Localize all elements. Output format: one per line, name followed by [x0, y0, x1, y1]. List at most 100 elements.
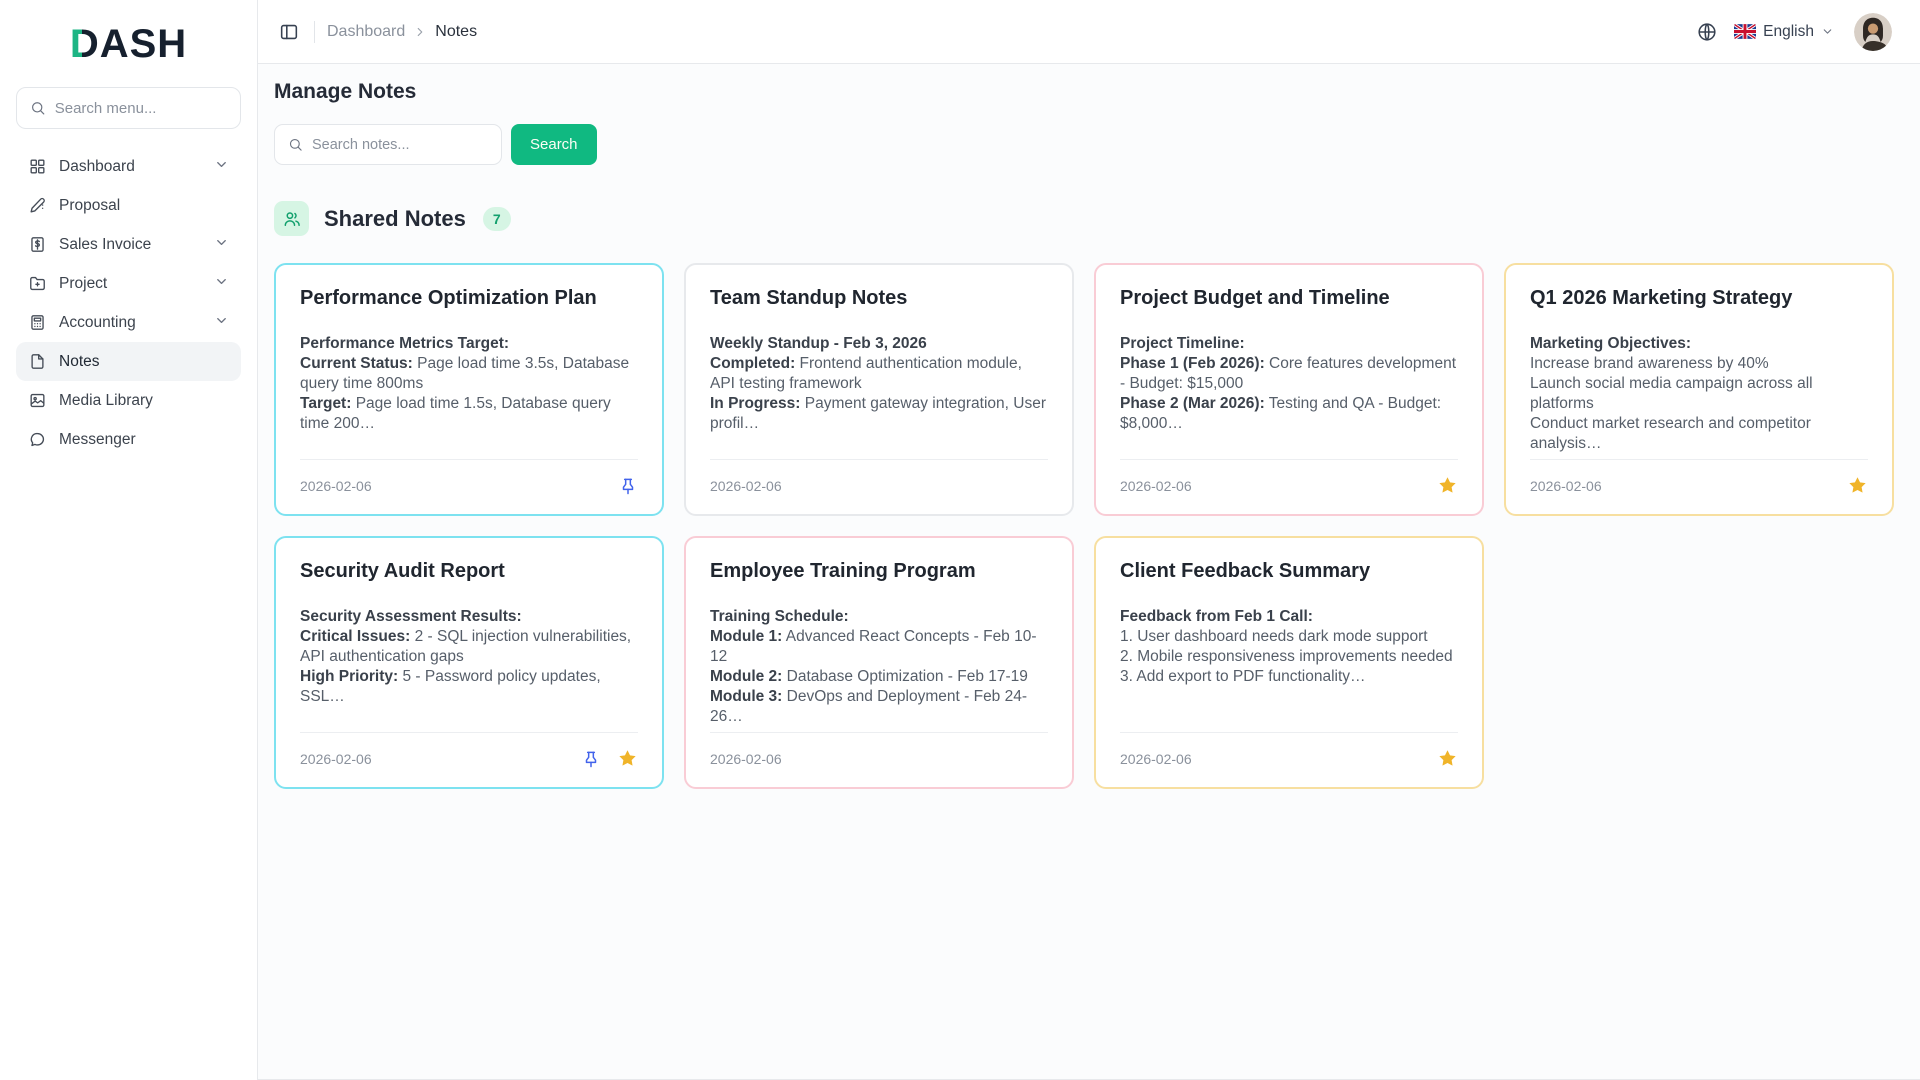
sidebar-item-sales-invoice[interactable]: Sales Invoice	[16, 225, 241, 264]
calculator-icon	[28, 313, 47, 332]
star-icon[interactable]	[617, 748, 638, 769]
content-area: Manage Notes Search Shared Notes 7 Perfo	[258, 64, 1920, 1080]
note-line: Marketing Objectives:	[1530, 335, 1692, 352]
chevron-down-icon	[214, 274, 229, 294]
note-footer: 2026-02-06	[710, 459, 1048, 500]
notes-search-box[interactable]	[274, 124, 502, 165]
chevron-down-icon	[1823, 29, 1832, 34]
sidebar-item-label: Messenger	[59, 430, 136, 448]
users-icon	[274, 201, 309, 236]
note-footer: 2026-02-06	[1120, 459, 1458, 500]
note-title: Security Audit Report	[300, 560, 505, 582]
note-title: Project Budget and Timeline	[1120, 287, 1390, 309]
star-icon[interactable]	[1437, 748, 1458, 769]
sidebar-item-proposal[interactable]: Proposal	[16, 186, 241, 225]
sidebar-item-label: Sales Invoice	[59, 235, 152, 253]
language-selector[interactable]: English	[1734, 23, 1834, 41]
notes-search-input[interactable]	[311, 136, 488, 153]
sidebar-item-label: Media Library	[59, 391, 153, 409]
note-card-team-standup-notes[interactable]: Team Standup Notes Weekly Standup - Feb …	[684, 263, 1074, 516]
chat-icon	[28, 430, 47, 449]
note-footer-icons	[581, 748, 638, 769]
note-title: Performance Optimization Plan	[300, 287, 597, 309]
search-button[interactable]: Search	[511, 124, 597, 165]
sidebar-item-dashboard[interactable]: Dashboard	[16, 147, 241, 186]
star-icon[interactable]	[1847, 475, 1868, 496]
topbar-right: English	[1694, 12, 1892, 51]
sidebar-item-messenger[interactable]: Messenger	[16, 420, 241, 459]
note-line: In Progress: Payment gateway integration…	[710, 395, 1046, 432]
note-line: Training Schedule:	[710, 608, 849, 625]
proposal-icon	[28, 196, 47, 215]
note-title: Employee Training Program	[710, 560, 976, 582]
sidebar-search[interactable]	[16, 87, 241, 129]
notes-grid: Performance Optimization Plan Performanc…	[274, 263, 1894, 789]
note-line: Feedback from Feb 1 Call:	[1120, 608, 1313, 625]
note-body: Feedback from Feb 1 Call: 1. User dashbo…	[1120, 607, 1458, 687]
logo-rest: ASH	[99, 22, 188, 66]
uk-flag-icon	[1734, 24, 1757, 39]
app-logo: DASH	[16, 22, 241, 67]
note-line: Weekly Standup - Feb 3, 2026	[710, 335, 927, 352]
sidebar-item-label: Accounting	[59, 313, 136, 331]
note-line: Performance Metrics Target:	[300, 335, 510, 352]
note-line: Critical Issues: 2 - SQL injection vulne…	[300, 628, 632, 665]
sidebar-item-accounting[interactable]: Accounting	[16, 303, 241, 342]
note-date: 2026-02-06	[710, 477, 782, 494]
header-divider	[314, 20, 315, 43]
file-icon	[28, 352, 47, 371]
note-line: Phase 2 (Mar 2026): Testing and QA - Bud…	[1120, 395, 1442, 432]
search-icon	[32, 102, 45, 115]
note-footer: 2026-02-06	[710, 732, 1048, 773]
note-card-employee-training-program[interactable]: Employee Training Program Training Sched…	[684, 536, 1074, 789]
note-title: Team Standup Notes	[710, 287, 908, 309]
note-card-security-audit-report[interactable]: Security Audit Report Security Assessmen…	[274, 536, 664, 789]
chevron-down-icon	[214, 235, 229, 255]
star-icon[interactable]	[1437, 475, 1458, 496]
avatar[interactable]	[1854, 12, 1892, 51]
panel-toggle-icon	[280, 24, 298, 39]
avatar-image	[1854, 12, 1892, 51]
note-date: 2026-02-06	[1530, 477, 1602, 494]
sidebar-item-notes[interactable]: Notes	[16, 342, 241, 381]
sidebar-item-project[interactable]: Project	[16, 264, 241, 303]
notes-search-row: Search	[274, 124, 1894, 165]
note-footer: 2026-02-06	[300, 459, 638, 500]
note-line: Current Status: Page load time 3.5s, Dat…	[300, 355, 630, 392]
note-body: Performance Metrics Target: Current Stat…	[300, 334, 638, 434]
chevron-down-icon	[214, 313, 229, 333]
image-icon	[28, 391, 47, 410]
note-line: High Priority: 5 - Password policy updat…	[300, 668, 601, 705]
breadcrumb-dashboard[interactable]: Dashboard	[327, 22, 406, 40]
note-card-client-feedback-summary[interactable]: Client Feedback Summary Feedback from Fe…	[1094, 536, 1484, 789]
note-line: 3. Add export to PDF functionality…	[1120, 668, 1366, 685]
note-line: Increase brand awareness by 40%	[1530, 355, 1769, 372]
note-footer-icons	[1437, 748, 1458, 769]
note-line: Module 3: DevOps and Deployment - Feb 24…	[710, 688, 1028, 725]
note-card-project-budget-and-timeline[interactable]: Project Budget and Timeline Project Time…	[1094, 263, 1484, 516]
note-date: 2026-02-06	[1120, 477, 1192, 494]
note-title: Q1 2026 Marketing Strategy	[1530, 287, 1793, 309]
note-date: 2026-02-06	[710, 750, 782, 767]
note-footer: 2026-02-06	[1120, 732, 1458, 773]
sidebar-item-media-library[interactable]: Media Library	[16, 381, 241, 420]
note-card-performance-optimization-plan[interactable]: Performance Optimization Plan Performanc…	[274, 263, 664, 516]
pin-icon[interactable]	[618, 476, 638, 496]
pin-icon[interactable]	[581, 749, 601, 769]
sidebar-toggle-button[interactable]	[276, 19, 302, 45]
breadcrumb-notes: Notes	[435, 22, 478, 40]
sidebar-item-label: Dashboard	[59, 157, 135, 175]
globe-button[interactable]	[1694, 19, 1720, 45]
note-line: Security Assessment Results:	[300, 608, 522, 625]
note-line: Phase 1 (Feb 2026): Core features develo…	[1120, 355, 1457, 392]
note-footer: 2026-02-06	[300, 732, 638, 773]
grid-icon	[28, 157, 47, 176]
top-header: Dashboard Notes Engli	[258, 0, 1920, 64]
page-title: Manage Notes	[274, 80, 417, 103]
sidebar-item-label: Proposal	[59, 196, 121, 214]
note-card-q1-2026-marketing-strategy[interactable]: Q1 2026 Marketing Strategy Marketing Obj…	[1504, 263, 1894, 516]
note-footer-icons	[1437, 475, 1458, 496]
notes-count-badge: 7	[482, 206, 511, 231]
sidebar-search-input[interactable]	[54, 99, 227, 117]
